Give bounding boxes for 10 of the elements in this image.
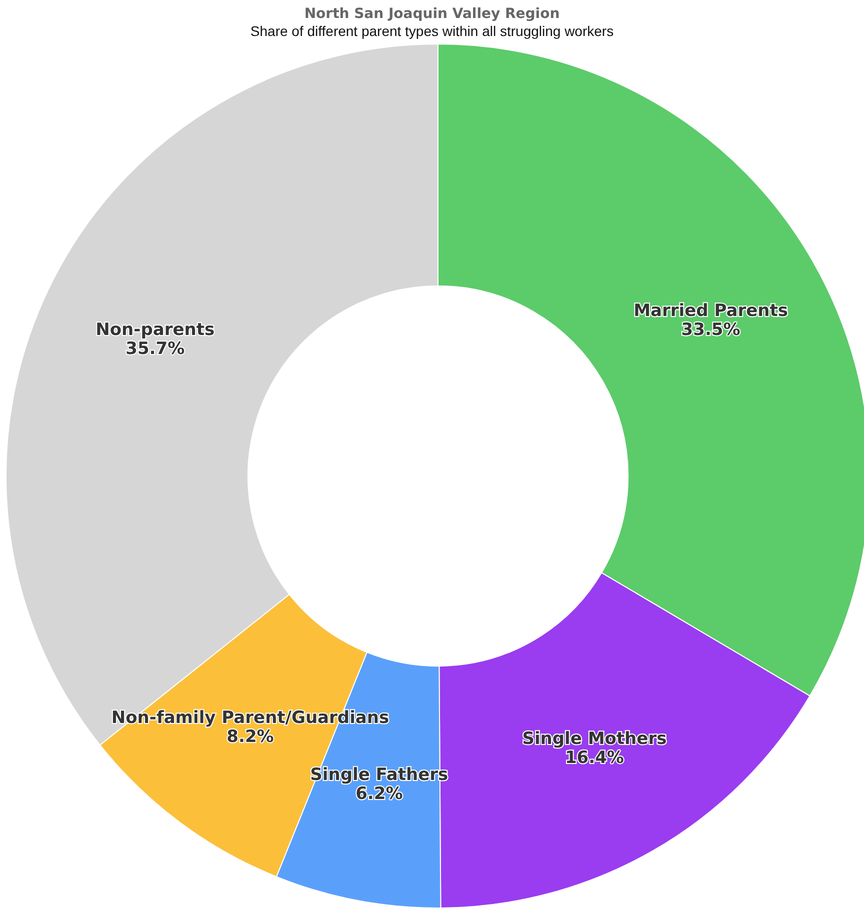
chart-subtitle: Share of different parent types within all struggling workers bbox=[250, 23, 614, 39]
slice-label: Married Parents bbox=[634, 300, 788, 321]
chart-title: North San Joaquin Valley Region bbox=[304, 6, 560, 22]
slice-label: Non-parents bbox=[96, 320, 215, 340]
data-label: 8.2% bbox=[226, 727, 274, 748]
data-label: 16.4% bbox=[564, 748, 624, 768]
slice-label: Single Mothers bbox=[522, 728, 667, 749]
data-label: 6.2% bbox=[356, 784, 403, 804]
data-label: 35.7% bbox=[126, 339, 185, 360]
data-label: 33.5% bbox=[681, 320, 740, 340]
